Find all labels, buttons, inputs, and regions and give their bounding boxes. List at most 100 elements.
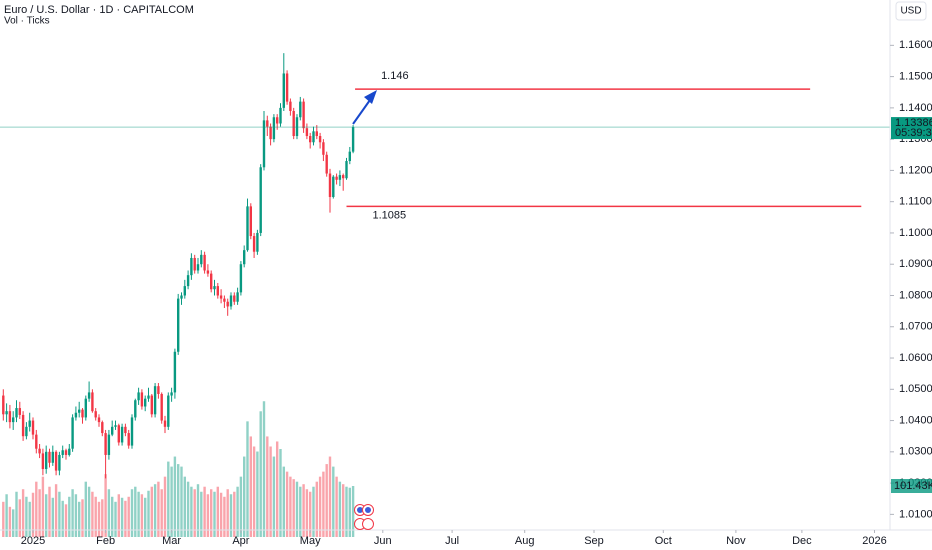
event-icon-dot [365,507,371,513]
arrow-head [364,90,377,104]
y-tick-label: 1.04000 [899,414,932,426]
candle-body [328,173,332,197]
y-tick-label: 1.09000 [899,258,932,270]
candle-body [216,286,219,296]
volume-bar [51,497,54,537]
volume-bar [239,476,243,537]
volume-bar [74,494,78,537]
event-icon[interactable] [362,518,374,530]
volume-bar [35,481,38,537]
volume-bar [134,486,137,537]
candle-body [157,386,160,394]
volume-bar [259,411,262,537]
volume-bar [325,464,328,537]
candle-body [54,451,58,471]
candle-body [186,275,190,287]
volume-bar [209,489,213,537]
volume-bar [229,494,233,537]
level-label: 1.146 [381,70,409,82]
y-tick-label: 1.16000 [899,39,932,51]
candle-body [256,232,259,252]
candle-body [15,408,18,418]
chart-title: Euro / U.S. Dollar · 1D · CAPITALCOM [4,4,194,16]
y-tick-label: 1.12000 [899,164,932,176]
y-tick-label: 1.06000 [899,352,932,364]
candle-body [160,393,163,421]
candle-body [292,111,295,137]
volume-bar [256,451,259,537]
volume-bar [332,466,335,537]
volume-bar [44,494,48,537]
candle-body [338,175,342,180]
volume-bar [28,501,31,537]
volume-bar [25,496,28,537]
candle-body [176,298,180,352]
candle-body [35,434,38,449]
y-tick-label: 1.03000 [899,446,932,458]
candle-body [206,270,210,274]
candle-body [143,398,147,407]
candle-body [325,154,328,174]
candle-body [81,409,84,418]
candle-body [58,454,61,471]
volume-bar [335,476,338,537]
volume-bar [305,489,309,537]
currency[interactable]: USD [900,6,921,17]
overlay-layer: 1.146 1.1085 [0,70,890,221]
volume-bar [338,481,342,537]
candle-body [209,273,213,290]
volume-bar [153,484,157,537]
candle-body [193,257,196,271]
volume-bar [91,491,94,537]
candle-body [249,206,252,237]
event-icon-dot [357,507,363,513]
candle-body [180,295,183,299]
volume-bar [183,476,186,537]
volume-bar [345,486,348,537]
candle-body [213,286,216,290]
candle-body [269,126,272,140]
candle-body [127,433,130,446]
candle-body [18,408,21,415]
volume-bar [299,486,302,537]
volume-bar [252,446,256,537]
candle-body [2,395,5,415]
volume-bar [206,494,210,537]
candle-body [38,448,41,454]
volume-bar [150,486,153,537]
volume-bar [5,494,8,537]
candle-body [289,101,292,112]
volume-bar [107,489,111,537]
candle-body [167,395,170,427]
candle-body [308,136,312,143]
level-label: 1.1085 [372,209,406,221]
candle-body [8,411,12,423]
candle-body [170,392,173,396]
volume-bar [328,456,332,537]
x-tick-label: Nov [726,535,746,547]
x-tick-label: Feb [96,535,115,547]
currency-box[interactable] [895,1,927,21]
candle-body [173,351,177,393]
volume-bar [68,496,71,537]
volume-bar [315,481,318,537]
candle-body [223,298,226,302]
candle-body [236,292,239,302]
volume-bar [249,436,252,537]
volume-bar [58,491,61,537]
candle-body [31,420,35,435]
volume-bar [312,486,315,537]
volume-bar [233,491,236,537]
volume-bar [114,501,117,537]
volume-bar [77,501,81,537]
volume-bar [186,481,190,537]
candle-body [114,425,117,427]
candle-body [5,411,8,415]
x-tick-label: 2026 [862,535,886,547]
volume-bar [262,401,266,537]
candle-body [282,73,285,108]
candle-body [68,448,71,455]
last-price-tag [891,117,932,140]
volume-bar [272,456,276,537]
